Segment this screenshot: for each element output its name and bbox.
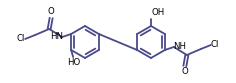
Text: HN: HN	[50, 32, 63, 41]
Text: NH: NH	[173, 42, 186, 51]
Text: Cl: Cl	[211, 40, 219, 49]
Text: HO: HO	[67, 58, 81, 67]
Text: Cl: Cl	[17, 34, 25, 43]
Text: OH: OH	[152, 8, 165, 17]
Text: O: O	[181, 67, 188, 77]
Text: O: O	[48, 7, 55, 17]
